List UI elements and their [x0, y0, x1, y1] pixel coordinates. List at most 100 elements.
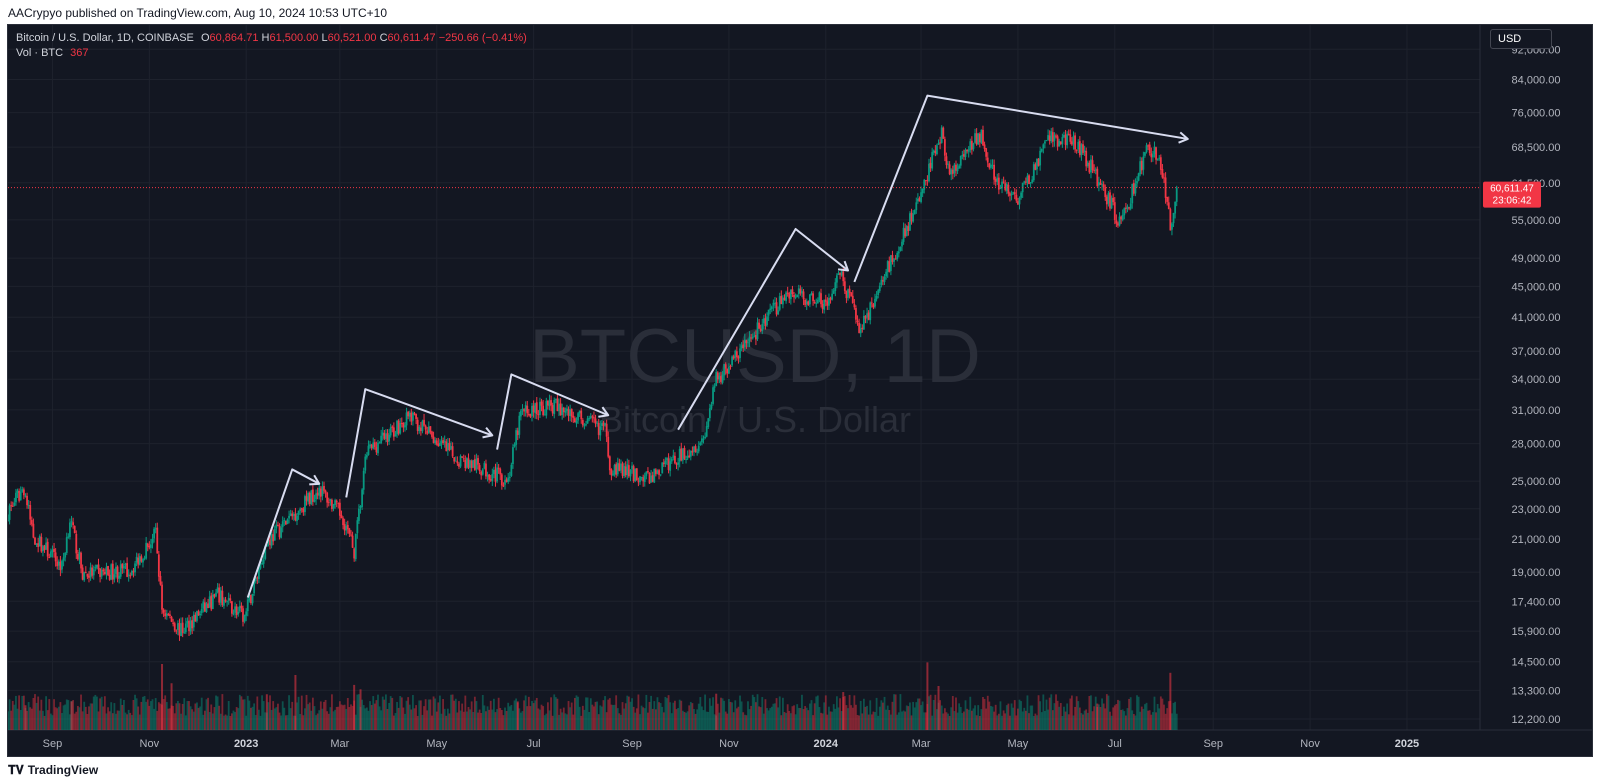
volume-bar	[275, 707, 278, 730]
volume-bar	[459, 710, 462, 730]
candle-body	[799, 288, 802, 294]
volume-bar	[248, 700, 251, 730]
candle-body	[1096, 168, 1099, 187]
volume-bar	[745, 715, 748, 730]
candle-body	[1112, 197, 1115, 203]
trend-arrow-line[interactable]	[345, 388, 493, 498]
trend-arrow-line[interactable]	[246, 468, 320, 598]
volume-bar	[22, 695, 25, 730]
volume-bar	[423, 706, 425, 730]
volume-bar	[624, 703, 627, 730]
volume-bar	[785, 712, 787, 730]
candle-body	[1001, 181, 1003, 189]
volume-bar	[570, 702, 573, 730]
candle-body	[1094, 169, 1097, 171]
candle-body	[818, 292, 821, 301]
volume-bar	[889, 714, 892, 730]
volume-bar	[948, 715, 951, 730]
trend-arrow-head[interactable]	[309, 474, 321, 486]
volume-bar	[567, 701, 570, 730]
trend-arrow-line[interactable]	[853, 94, 1188, 283]
volume-bar	[367, 710, 370, 730]
volume-bar	[993, 711, 995, 730]
candle-body	[156, 527, 159, 554]
candle-body	[593, 417, 595, 419]
candle-body	[642, 477, 645, 482]
candle-body	[84, 572, 87, 574]
volume-bar	[329, 707, 332, 730]
candle-body	[445, 441, 448, 452]
candle-body	[148, 546, 151, 548]
trend-arrow-head[interactable]	[482, 426, 494, 439]
volume-bar	[1028, 713, 1030, 730]
volume-bar	[364, 708, 367, 730]
candle-body	[983, 144, 986, 149]
volume-bar	[494, 712, 497, 730]
candle-body	[426, 430, 429, 434]
volume-bar	[840, 711, 843, 730]
trend-arrow-head[interactable]	[837, 260, 850, 272]
volume-bar	[613, 704, 616, 730]
candle-body	[909, 213, 911, 231]
volume-bar	[780, 715, 783, 730]
volume-bar	[928, 696, 930, 730]
candle-body	[1153, 146, 1156, 155]
candle-body	[839, 272, 841, 275]
candle-body	[443, 440, 446, 443]
candle-body	[653, 468, 656, 483]
candle-body	[948, 164, 951, 175]
volume-bar	[305, 694, 308, 730]
candle-body	[1074, 135, 1076, 150]
candle-body	[910, 212, 913, 222]
volume-bar	[83, 701, 86, 730]
candle-body	[1071, 141, 1073, 145]
candle-body	[321, 486, 324, 496]
candle-body	[875, 295, 878, 300]
volume-bar	[953, 711, 956, 730]
open-value: 60,864.71	[209, 32, 259, 44]
volume-bar	[753, 697, 756, 730]
volume-bar	[123, 700, 125, 730]
volume-bar	[186, 701, 189, 730]
candle-body	[218, 587, 221, 603]
candle-body	[931, 152, 934, 169]
volume-bar	[446, 708, 449, 730]
candle-body	[969, 141, 972, 150]
volume-bar	[886, 705, 889, 730]
candle-body	[936, 145, 938, 155]
candle-body	[189, 620, 192, 632]
candle-body	[834, 282, 837, 292]
volume-bar	[1166, 708, 1169, 730]
volume-bar	[221, 694, 224, 730]
symbol-row: Bitcoin / U.S. Dollar, 1D, COINBASE O60,…	[16, 32, 527, 44]
trend-arrow-line[interactable]	[677, 227, 849, 431]
candle-body	[586, 418, 589, 424]
candle-body	[116, 566, 119, 579]
candle-body	[1066, 133, 1069, 146]
tradingview-brand[interactable]: 𝐓𝐕 TradingView	[8, 763, 98, 778]
candle-body	[169, 614, 171, 617]
chart-panel[interactable]: BTCUSD, 1D Bitcoin / U.S. Dollar 12,200.…	[7, 24, 1593, 757]
volume-bar	[994, 704, 997, 730]
candle-body	[326, 492, 329, 503]
candle-body	[1161, 168, 1164, 178]
trend-arrow-line[interactable]	[496, 373, 609, 450]
candle-body	[462, 458, 465, 460]
candle-body	[378, 442, 381, 444]
candle-body	[123, 565, 125, 569]
price-chart[interactable]: BTCUSD, 1D Bitcoin / U.S. Dollar 12,200.…	[8, 25, 1592, 756]
close-value: 60,611.47	[387, 32, 436, 44]
candle-body	[270, 534, 273, 546]
volume-bar	[659, 703, 662, 730]
candle-body	[623, 466, 626, 477]
currency-button[interactable]: USD	[1490, 29, 1552, 49]
candle-body	[912, 213, 915, 222]
candle-body	[970, 140, 973, 150]
volume-bar	[1047, 709, 1049, 730]
candle-body	[731, 356, 733, 366]
volume-value: 367	[70, 47, 89, 59]
candle-body	[545, 401, 548, 416]
trend-arrow-head[interactable]	[598, 406, 610, 418]
trend-arrow-head[interactable]	[1178, 131, 1189, 144]
candle-body	[261, 562, 263, 565]
